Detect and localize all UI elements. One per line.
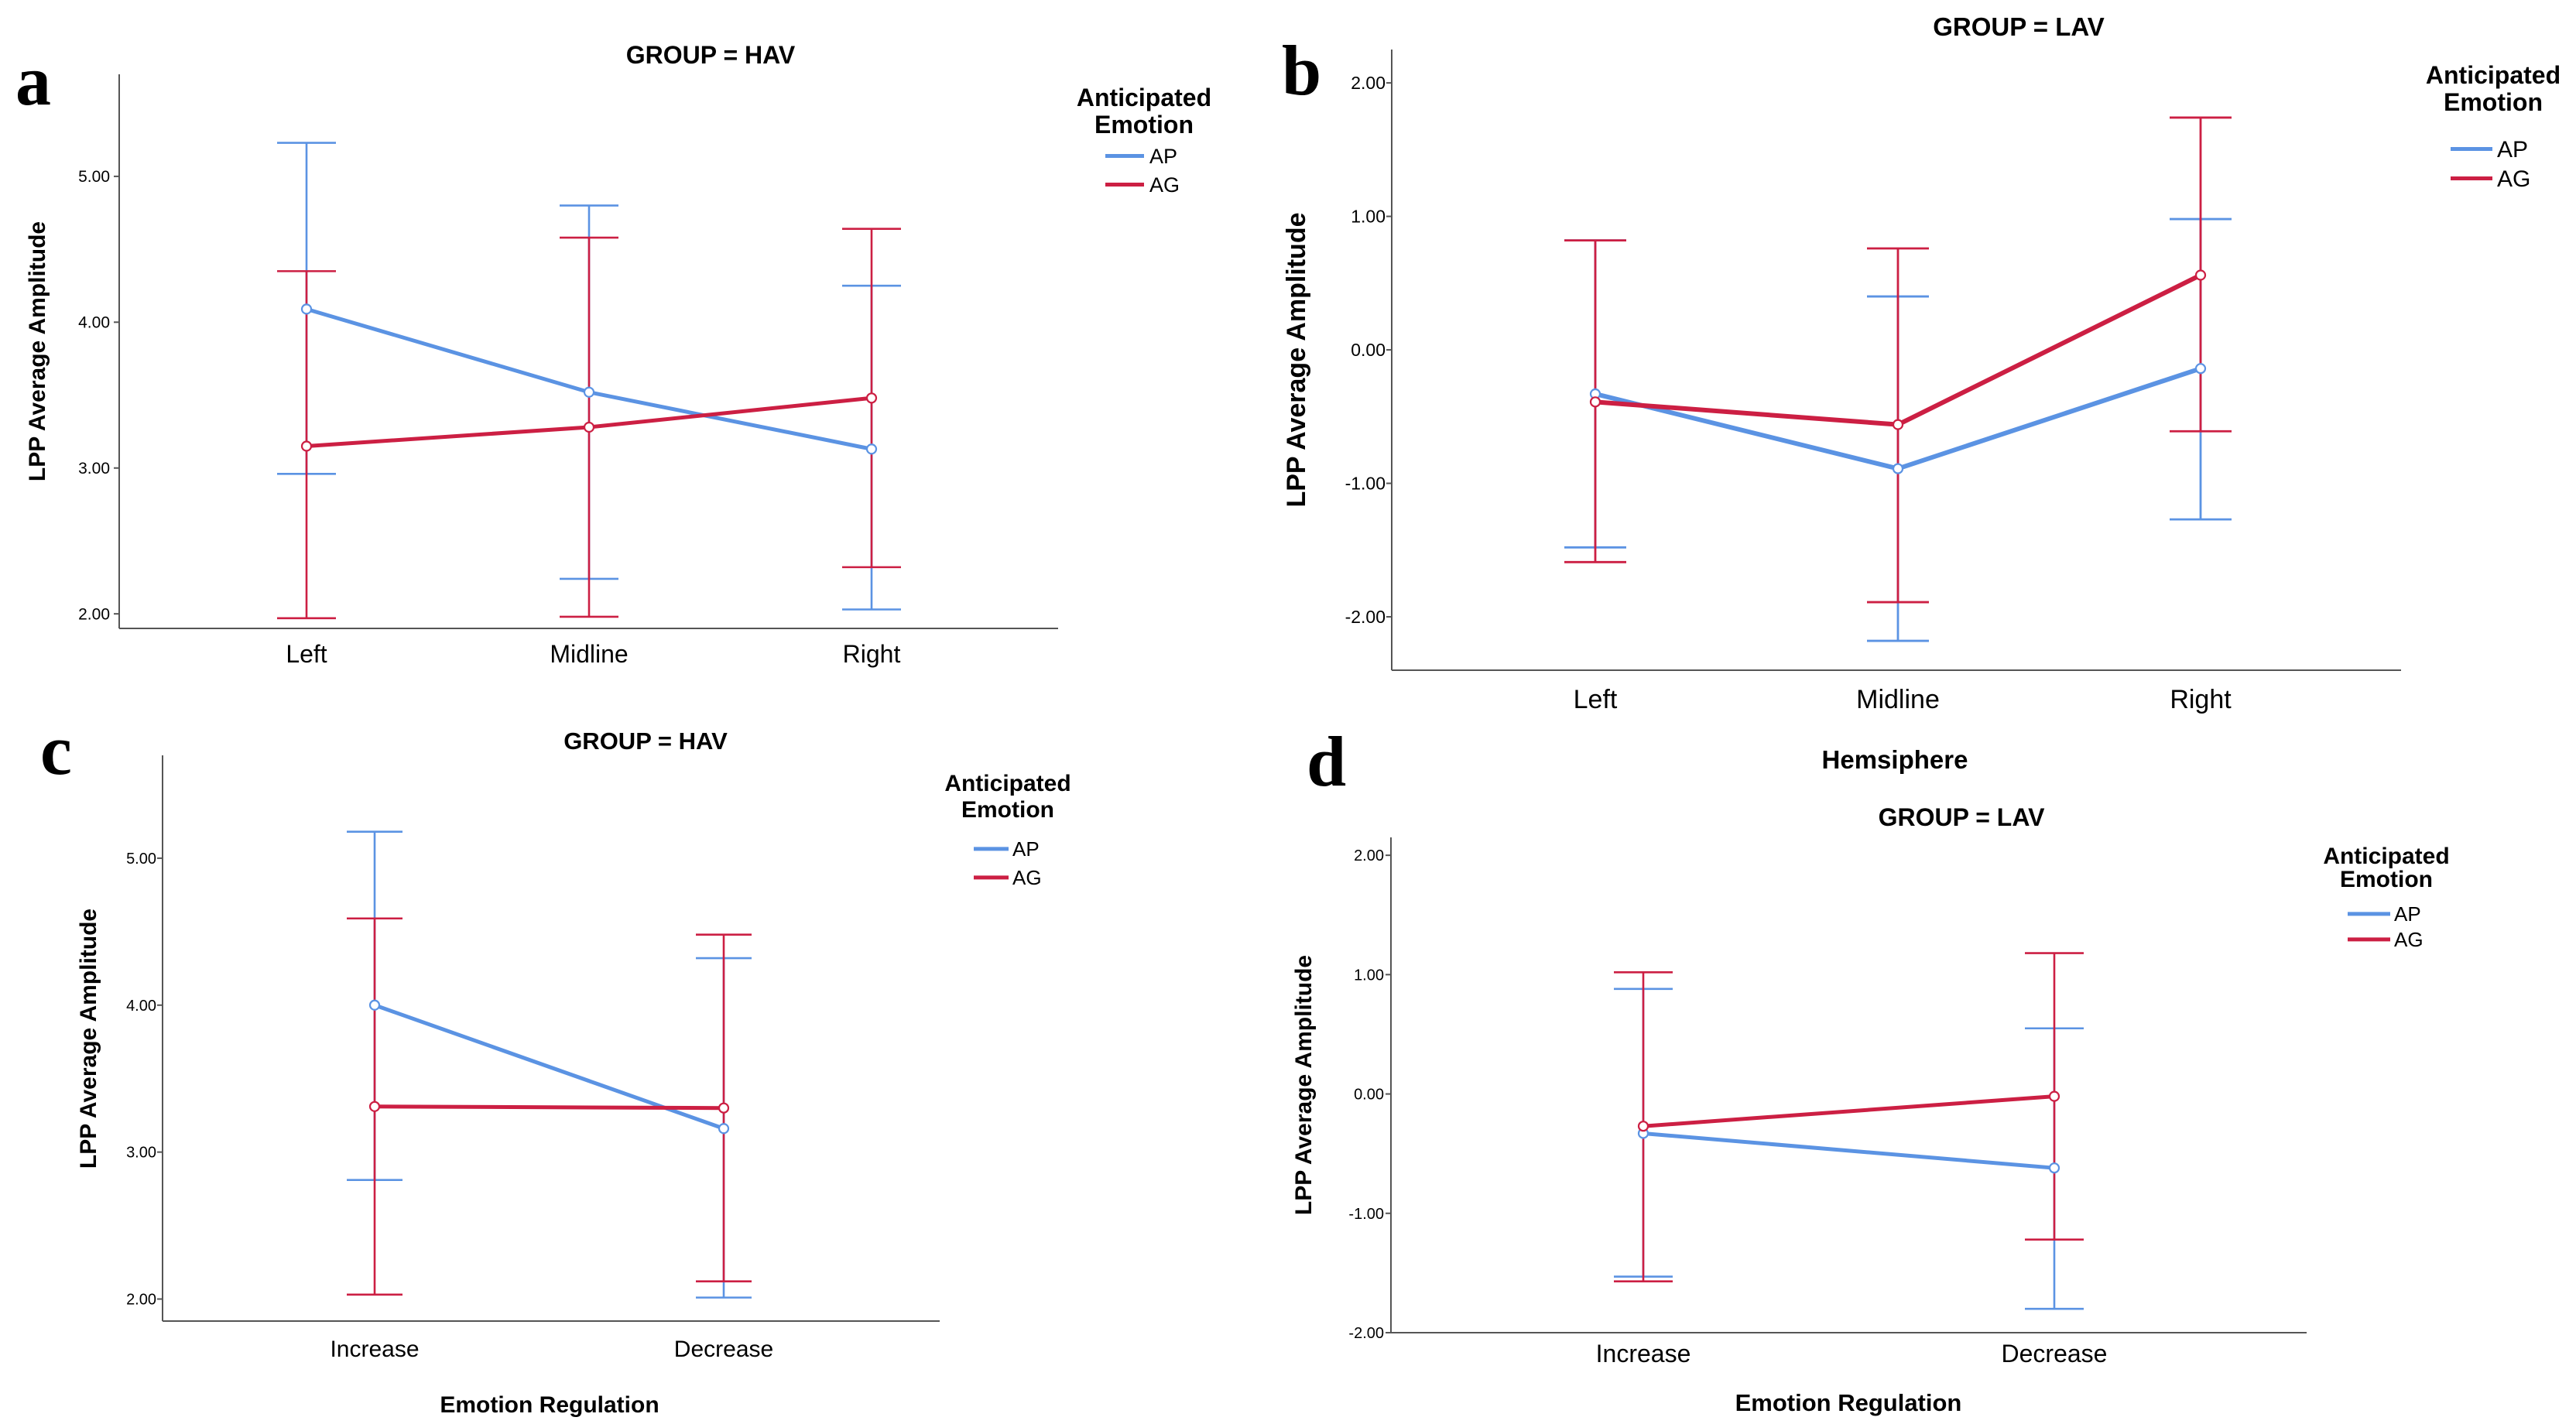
data-point-ap — [368, 999, 381, 1011]
y-tick-label: 2.00 — [78, 606, 110, 624]
y-tick-label: 3.00 — [78, 460, 110, 478]
legend-label-ap: AP — [2394, 902, 2421, 926]
data-point-ag — [300, 440, 313, 452]
x-tick-label: Increase — [1596, 1340, 1691, 1368]
legend-label-ag: AG — [1149, 173, 1180, 197]
x-axis-label: Emotion Regulation — [1735, 1389, 1962, 1416]
data-point-ap — [583, 386, 595, 398]
x-tick-label: Right — [843, 640, 901, 668]
legend-title: Emotion — [1094, 111, 1194, 139]
legend-label-ag: AG — [1012, 866, 1042, 889]
x-tick-label: Midline — [550, 640, 628, 668]
series-line-ag — [374, 1104, 724, 1111]
data-point-ap — [300, 303, 313, 315]
data-point-ag — [1589, 396, 1601, 408]
data-point-ag — [2048, 1090, 2060, 1102]
floating-hemisphere-label: Hemsiphere — [1822, 745, 1968, 774]
legend-title: Anticipated — [2426, 61, 2561, 89]
y-tick-label: 2.00 — [126, 1292, 156, 1309]
series-line-ag — [1643, 1094, 2055, 1128]
legend-label-ag: AG — [2497, 166, 2530, 192]
y-tick-label: 3.00 — [126, 1145, 156, 1162]
y-axis-label: LPP Average Amplitude — [1282, 212, 1311, 507]
chart-panel-a: a GROUP = HAV 2.00 3.00 4.00 5.00 LPP Average … — [15, 41, 1211, 668]
x-axis-label: Emotion Regulation — [440, 1392, 659, 1418]
legend-title: Emotion — [961, 797, 1054, 823]
y-axis-label: LPP Average Amplitude — [76, 909, 101, 1169]
y-tick-label: 0.00 — [1354, 1087, 1384, 1104]
x-tick-label: Right — [2170, 685, 2232, 714]
legend-label-ap: AP — [1149, 145, 1177, 168]
x-tick-label: Midline — [1856, 685, 1940, 714]
data-point-ap — [718, 1123, 730, 1135]
chart-title: GROUP = HAV — [564, 727, 728, 755]
y-tick-label: 4.00 — [126, 998, 156, 1015]
x-tick-label: Left — [1574, 685, 1618, 714]
data-point-ag — [368, 1101, 381, 1112]
y-tick-label: 1.00 — [1354, 967, 1384, 984]
panel-letter: b — [1282, 31, 1321, 110]
chart-title: GROUP = LAV — [1879, 803, 2046, 831]
data-point-ap — [865, 443, 878, 455]
legend-label-ap: AP — [2497, 137, 2528, 163]
data-point-ag — [2194, 269, 2207, 281]
y-tick-label: 5.00 — [126, 851, 156, 868]
x-tick-label: Decrease — [2002, 1340, 2108, 1368]
chart-title: GROUP = LAV — [1933, 12, 2105, 41]
legend-title: Emotion — [2444, 88, 2543, 116]
data-point-ag — [1637, 1121, 1649, 1132]
data-point-ag — [718, 1102, 730, 1114]
y-tick-label: 2.00 — [1351, 73, 1386, 93]
y-tick-label: -1.00 — [1345, 474, 1386, 494]
chart-panel-b: b GROUP = LAV -2.00 -1.00 0.00 1.00 2.00 LPP Av… — [1282, 12, 2561, 714]
data-point-ag — [1892, 419, 1904, 430]
legend-label-ap: AP — [1012, 837, 1040, 861]
y-tick-label: 1.00 — [1351, 207, 1386, 227]
y-tick-label: 2.00 — [1354, 847, 1384, 864]
panel-letter: c — [40, 710, 72, 789]
y-tick-label: -2.00 — [1348, 1325, 1384, 1342]
x-tick-label: Decrease — [674, 1337, 773, 1362]
panel-letter: a — [15, 41, 51, 120]
legend-title: Anticipated — [1077, 84, 1211, 111]
legend-title: Anticipated — [944, 771, 1070, 796]
legend-title: Emotion — [2340, 867, 2433, 892]
y-tick-label: 5.00 — [78, 168, 110, 186]
y-axis-label: LPP Average Amplitude — [25, 221, 50, 481]
data-point-ag — [583, 421, 595, 433]
x-tick-label: Left — [286, 640, 327, 668]
legend-title: Anticipated — [2323, 844, 2449, 869]
data-point-ap — [2048, 1162, 2060, 1174]
x-tick-label: Increase — [330, 1337, 419, 1362]
data-point-ap — [2194, 363, 2207, 375]
series-line-ap — [1643, 1131, 2055, 1170]
chart-panel-d: d GROUP = LAV -2.00 -1.00 0.00 1.00 2.00 LPP Av… — [1291, 722, 2450, 1416]
y-tick-label: -2.00 — [1345, 607, 1386, 627]
chart-panel-c: c GROUP = HAV 2.00 3.00 4.00 5.00 LPP Average … — [40, 710, 1071, 1418]
legend-label-ag: AG — [2394, 928, 2424, 951]
y-tick-label: 0.00 — [1351, 340, 1386, 360]
data-point-ag — [865, 392, 878, 404]
y-tick-label: 4.00 — [78, 314, 110, 332]
data-point-ap — [1892, 463, 1904, 474]
y-axis-label: LPP Average Amplitude — [1291, 955, 1317, 1215]
chart-title: GROUP = HAV — [626, 41, 796, 69]
panel-letter: d — [1307, 722, 1346, 801]
y-tick-label: -1.00 — [1348, 1206, 1384, 1223]
